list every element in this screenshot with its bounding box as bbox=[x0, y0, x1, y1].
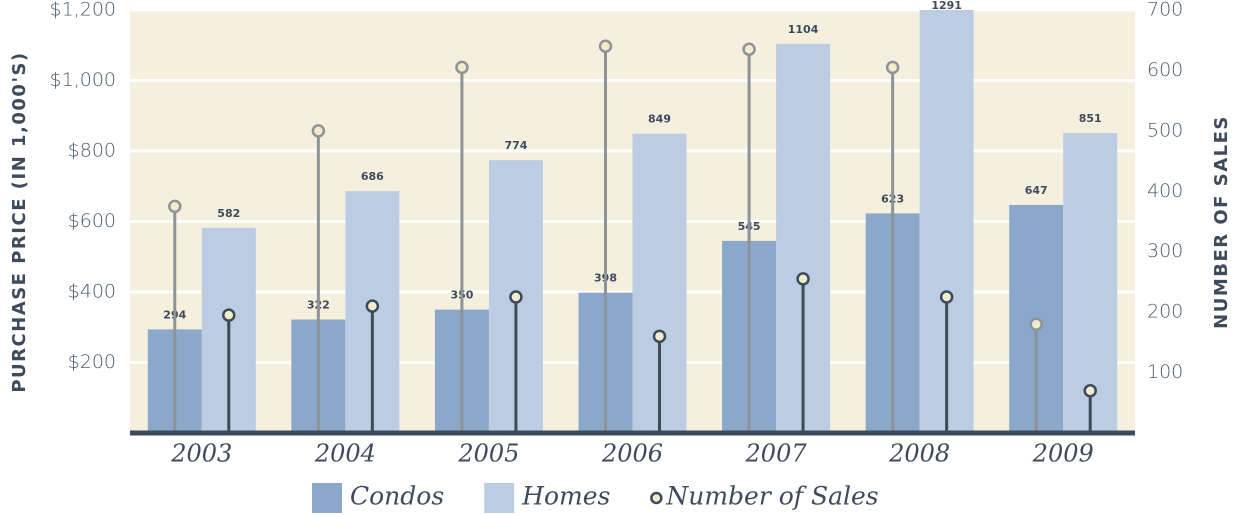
x-tick-label: 2008 bbox=[888, 440, 950, 468]
bar-value-label: 1291 bbox=[931, 0, 962, 12]
sales-dot bbox=[365, 299, 380, 313]
legend-label: Homes bbox=[521, 482, 610, 511]
legend-label: Number of Sales bbox=[665, 482, 878, 511]
x-tick-label: 2007 bbox=[745, 440, 808, 468]
legend-marker bbox=[650, 491, 663, 505]
legend-swatch bbox=[312, 483, 342, 513]
bar-value-label: 774 bbox=[504, 139, 527, 152]
x-tick-label: 2005 bbox=[457, 440, 519, 468]
bar-value-label: 851 bbox=[1079, 112, 1102, 125]
legend-label: Condos bbox=[350, 482, 444, 511]
x-tick-label: 2003 bbox=[170, 440, 232, 468]
bar-value-label: 849 bbox=[648, 113, 671, 126]
y-tick-label: $800 bbox=[68, 140, 116, 162]
sales-dot bbox=[168, 199, 182, 214]
sales-dot bbox=[1029, 317, 1043, 331]
bar-value-label: 647 bbox=[1025, 184, 1048, 197]
sales-dot bbox=[311, 124, 326, 138]
x-tick-label: 2009 bbox=[1032, 440, 1094, 468]
y2-tick-label: 400 bbox=[1147, 180, 1183, 202]
x-tick-label: 2006 bbox=[601, 440, 663, 468]
sales-dot bbox=[796, 272, 810, 286]
y-tick-label: $1,000 bbox=[50, 69, 116, 91]
y2-tick-label: 500 bbox=[1147, 119, 1183, 141]
y2-tick-label: 100 bbox=[1147, 361, 1183, 383]
y2-tick-label: 300 bbox=[1147, 240, 1183, 262]
bar-value-label: 686 bbox=[361, 170, 384, 183]
y2-tick-label: 700 bbox=[1147, 0, 1183, 21]
sales-dot bbox=[222, 308, 236, 322]
sales-dot bbox=[509, 290, 523, 304]
sales-dot bbox=[1083, 383, 1097, 398]
sales-dot bbox=[742, 42, 756, 57]
y2-axis-title: NUMBER OF SALES bbox=[1211, 115, 1232, 329]
bar-value-label: 582 bbox=[217, 207, 240, 220]
bar bbox=[1063, 133, 1118, 433]
sales-dot bbox=[455, 60, 469, 75]
y-tick-label: $200 bbox=[68, 351, 116, 373]
x-tick-label: 2004 bbox=[314, 440, 376, 468]
y-axis-title: PURCHASE PRICE (IN 1,000'S) bbox=[9, 51, 30, 392]
sales-dot bbox=[885, 60, 900, 75]
sales-dot bbox=[652, 329, 667, 344]
legend-swatch bbox=[484, 483, 515, 513]
y2-tick-label: 200 bbox=[1147, 301, 1183, 323]
y-tick-label: $600 bbox=[68, 210, 116, 232]
y2-tick-label: 600 bbox=[1147, 59, 1183, 81]
bar-value-label: 1104 bbox=[788, 23, 819, 36]
sales-dot bbox=[598, 39, 613, 54]
y-tick-label: $400 bbox=[68, 281, 116, 303]
sales-dot bbox=[939, 290, 954, 304]
y-tick-label: $1,200 bbox=[50, 0, 116, 21]
